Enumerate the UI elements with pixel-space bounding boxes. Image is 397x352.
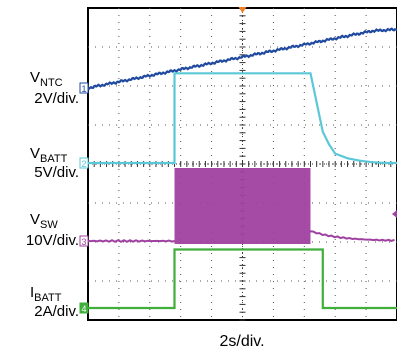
trace-sw-voltage-off [87, 239, 175, 243]
channel-name-subscript: BATT [34, 292, 62, 304]
ground-marker-box [79, 82, 89, 94]
channel-scale-label: 10V/div. [26, 232, 79, 249]
channel-name-label: VBATT [30, 145, 68, 165]
channel-name-label: VNTC [30, 69, 63, 89]
channel-scale-label: 2V/div. [34, 90, 79, 107]
ground-marker-number: 3 [81, 237, 86, 247]
trace-sw-voltage-burst [174, 168, 311, 244]
ground-marker-number: 1 [81, 84, 86, 94]
trace-i-batt [88, 248, 397, 310]
channel-name-label: IBATT [30, 284, 62, 304]
ground-marker-box [79, 157, 89, 169]
ground-marker-number: 2 [81, 159, 86, 169]
trace-sw-voltage-decay [309, 230, 395, 243]
ground-marker-box [79, 235, 89, 247]
ground-marker-icon: 2 [79, 157, 89, 169]
ground-marker-icon: 1 [79, 82, 89, 94]
ground-marker-box [79, 302, 89, 314]
trace-ntc-voltage [87, 27, 397, 91]
ground-marker-number: 4 [81, 304, 86, 314]
offscreen-arrow-icon [392, 210, 397, 218]
x-axis-scale-label: 2s/div. [219, 333, 264, 350]
channel-scale-label: 5V/div. [34, 164, 79, 181]
channel-name-subscript: BATT [40, 153, 68, 165]
trigger-marker-icon [238, 7, 247, 13]
channel-name-subscript: SW [40, 219, 58, 231]
channel-name-subscript: NTC [40, 77, 63, 89]
scope-traces [87, 27, 397, 310]
channel-name-label: VSW [30, 211, 58, 231]
channel-scale-label: 2A/div. [34, 303, 79, 320]
ground-marker-icon: 3 [79, 235, 89, 247]
trace-v-batt [88, 72, 397, 165]
ground-marker-icon: 4 [79, 302, 89, 314]
